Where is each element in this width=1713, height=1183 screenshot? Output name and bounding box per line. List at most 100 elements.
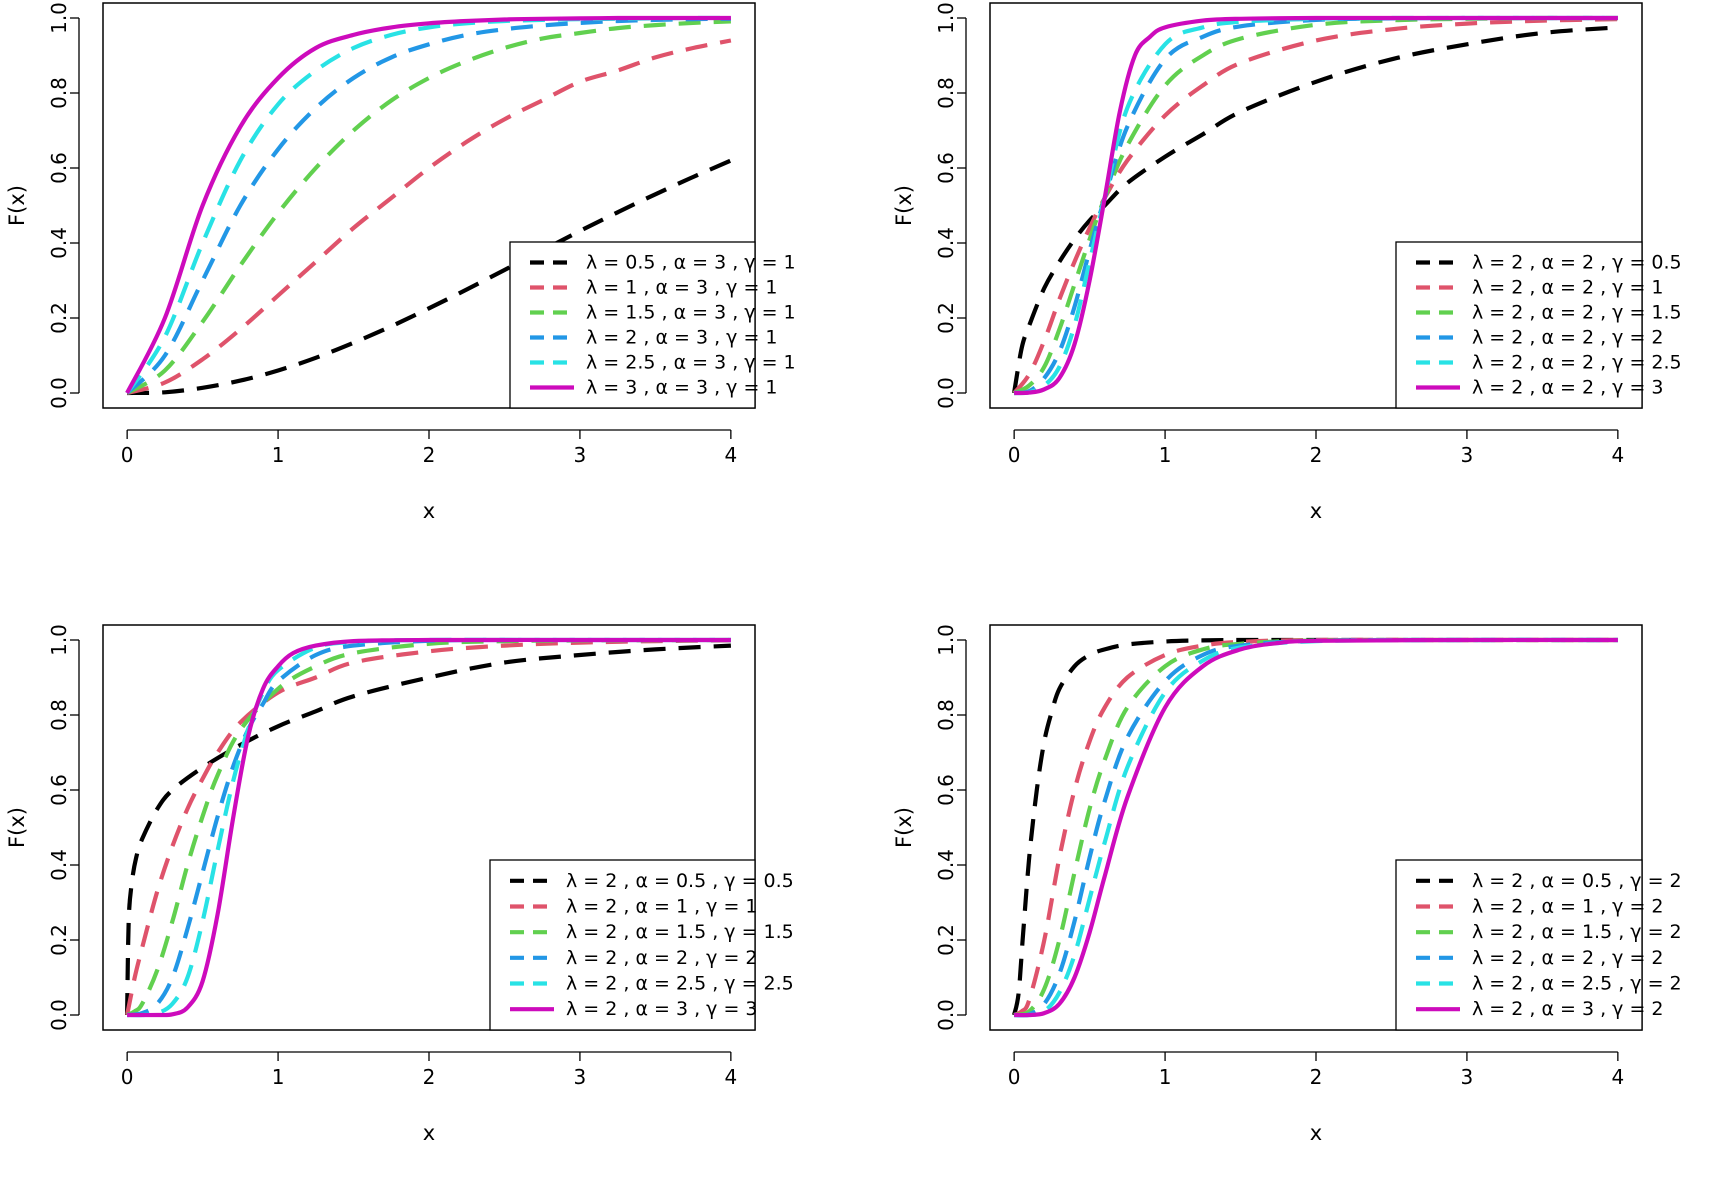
legend-label-5: λ = 2.5 , α = 3 , γ = 1 xyxy=(586,352,796,374)
y-tick-label: 1.0 xyxy=(47,2,71,34)
x-tick-label: 0 xyxy=(1008,1065,1021,1089)
chart-panel-3: 0 1 2 3 4 0.0 0.2 0.4 0.6 0.8 1.0 x F(x) λ = 2 , α = … xyxy=(5,624,794,1145)
y-tick-label: 0.0 xyxy=(934,999,958,1031)
series-line-1 xyxy=(1012,25,1619,394)
y-tick-label: 0.0 xyxy=(934,377,958,409)
legend-box xyxy=(1395,859,1643,1031)
series-line-1 xyxy=(127,158,732,396)
plot-frame xyxy=(989,2,1643,409)
y-axis-label: F(x) xyxy=(892,807,916,848)
legend-label-5: λ = 2 , α = 2 , γ = 2.5 xyxy=(1472,352,1682,374)
series-group xyxy=(1012,15,1619,396)
x-axis-label: x xyxy=(1310,499,1322,523)
legend: λ = 2 , α = 0.5 , γ = 0.5 λ = 2 , α = 1 ,… xyxy=(489,859,794,1031)
x-axis-label: x xyxy=(423,1121,435,1145)
series-line-6 xyxy=(1014,637,1618,1018)
legend-label-2: λ = 2 , α = 1 , γ = 1 xyxy=(566,896,758,918)
series-line-4 xyxy=(125,16,731,395)
x-tick-label: 3 xyxy=(574,1065,587,1089)
legend-label-6: λ = 2 , α = 2 , γ = 3 xyxy=(1472,377,1664,399)
series-line-2 xyxy=(1013,637,1618,1017)
legend-label-4: λ = 2 , α = 2 , γ = 2 xyxy=(1472,947,1664,969)
x-tick-label: 4 xyxy=(724,443,737,467)
legend-label-6: λ = 2 , α = 3 , γ = 3 xyxy=(566,998,758,1020)
y-tick-label: 0.0 xyxy=(47,377,71,409)
y-tick-label: 0.6 xyxy=(47,774,71,806)
legend-label-6: λ = 3 , α = 3 , γ = 1 xyxy=(586,377,778,399)
y-tick-label: 0.8 xyxy=(47,77,71,109)
y-tick-label: 1.0 xyxy=(934,2,958,34)
x-tick-label: 2 xyxy=(1310,1065,1323,1089)
y-tick-label: 0.6 xyxy=(934,152,958,184)
legend: λ = 2 , α = 2 , γ = 0.5 λ = 2 , α = 2 , γ… xyxy=(1395,241,1682,409)
legend-label-1: λ = 2 , α = 0.5 , γ = 2 xyxy=(1472,870,1682,892)
legend-label-3: λ = 2 , α = 1.5 , γ = 2 xyxy=(1472,921,1682,943)
y-tick-label: 0.4 xyxy=(934,849,958,881)
y-tick-label: 0.2 xyxy=(934,924,958,956)
legend-label-1: λ = 0.5 , α = 3 , γ = 1 xyxy=(586,252,796,274)
y-tick-label: 1.0 xyxy=(47,624,71,656)
legend-label-5: λ = 2 , α = 2.5 , γ = 2.5 xyxy=(566,973,794,995)
x-tick-label: 1 xyxy=(272,1065,285,1089)
legend-box xyxy=(489,859,756,1031)
y-tick-label: 0.4 xyxy=(47,849,71,881)
plot-frame xyxy=(102,624,756,1031)
series-line-5 xyxy=(1014,637,1618,1018)
y-tick-label: 0.2 xyxy=(934,302,958,334)
chart-panel-2: 0 1 2 3 4 0.0 0.2 0.4 0.6 0.8 1.0 x F(x) λ = 2 , α = … xyxy=(892,2,1682,523)
x-tick-label: 1 xyxy=(1159,1065,1172,1089)
legend-label-5: λ = 2 , α = 2.5 , γ = 2 xyxy=(1472,973,1682,995)
y-tick-label: 0.2 xyxy=(47,924,71,956)
x-tick-label: 0 xyxy=(1008,443,1021,467)
series-line-5 xyxy=(125,15,731,395)
y-axis-label: F(x) xyxy=(5,185,29,226)
y-tick-label: 0.8 xyxy=(47,699,71,731)
legend-label-2: λ = 1 , α = 3 , γ = 1 xyxy=(586,277,778,299)
series-group xyxy=(125,637,732,1018)
x-tick-label: 3 xyxy=(574,443,587,467)
legend-label-3: λ = 1.5 , α = 3 , γ = 1 xyxy=(586,302,796,324)
x-tick-label: 4 xyxy=(1611,1065,1624,1089)
series-line-6 xyxy=(1014,15,1618,396)
x-tick-label: 1 xyxy=(1159,443,1172,467)
x-tick-label: 2 xyxy=(1310,443,1323,467)
y-axis-label: F(x) xyxy=(892,185,916,226)
y-tick-label: 0.4 xyxy=(47,227,71,259)
series-group xyxy=(125,15,732,396)
legend-label-1: λ = 2 , α = 2 , γ = 0.5 xyxy=(1472,252,1682,274)
series-group xyxy=(1012,637,1618,1018)
x-tick-label: 0 xyxy=(121,443,134,467)
x-tick-label: 3 xyxy=(1461,443,1474,467)
y-tick-label: 0.0 xyxy=(47,999,71,1031)
legend-label-6: λ = 2 , α = 3 , γ = 2 xyxy=(1472,998,1664,1020)
series-line-6 xyxy=(125,15,731,394)
y-tick-label: 0.2 xyxy=(47,302,71,334)
y-tick-label: 0.4 xyxy=(934,227,958,259)
x-tick-label: 2 xyxy=(423,443,436,467)
y-tick-label: 1.0 xyxy=(934,624,958,656)
x-axis-label: x xyxy=(423,499,435,523)
legend-label-4: λ = 2 , α = 3 , γ = 1 xyxy=(586,327,778,349)
x-tick-label: 4 xyxy=(724,1065,737,1089)
legend-label-3: λ = 2 , α = 2 , γ = 1.5 xyxy=(1472,302,1682,324)
x-tick-label: 3 xyxy=(1461,1065,1474,1089)
series-line-4 xyxy=(1013,15,1618,396)
series-line-2 xyxy=(125,638,731,1016)
legend-label-2: λ = 2 , α = 1 , γ = 2 xyxy=(1472,896,1664,918)
x-tick-label: 4 xyxy=(1611,443,1624,467)
y-tick-label: 0.6 xyxy=(47,152,71,184)
legend-box xyxy=(1395,241,1643,409)
chart-panel-1: 0 1 2 3 4 0.0 0.2 0.4 0.6 0.8 1.0 x F(x) λ = 0.5 , α … xyxy=(5,2,796,523)
series-line-2 xyxy=(1012,17,1618,395)
y-tick-label: 0.8 xyxy=(934,77,958,109)
x-tick-label: 0 xyxy=(121,1065,134,1089)
y-axis-label: F(x) xyxy=(5,807,29,848)
legend-label-4: λ = 2 , α = 2 , γ = 2 xyxy=(1472,327,1664,349)
series-line-6 xyxy=(127,637,731,1018)
x-axis-label: x xyxy=(1310,1121,1322,1145)
x-tick-label: 2 xyxy=(423,1065,436,1089)
x-tick-label: 1 xyxy=(272,443,285,467)
series-line-2 xyxy=(126,38,732,396)
legend-label-3: λ = 2 , α = 1.5 , γ = 1.5 xyxy=(566,921,794,943)
